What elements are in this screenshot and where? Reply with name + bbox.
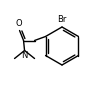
Text: Br: Br bbox=[57, 16, 67, 25]
Text: O: O bbox=[15, 19, 22, 28]
Text: N: N bbox=[21, 51, 28, 60]
